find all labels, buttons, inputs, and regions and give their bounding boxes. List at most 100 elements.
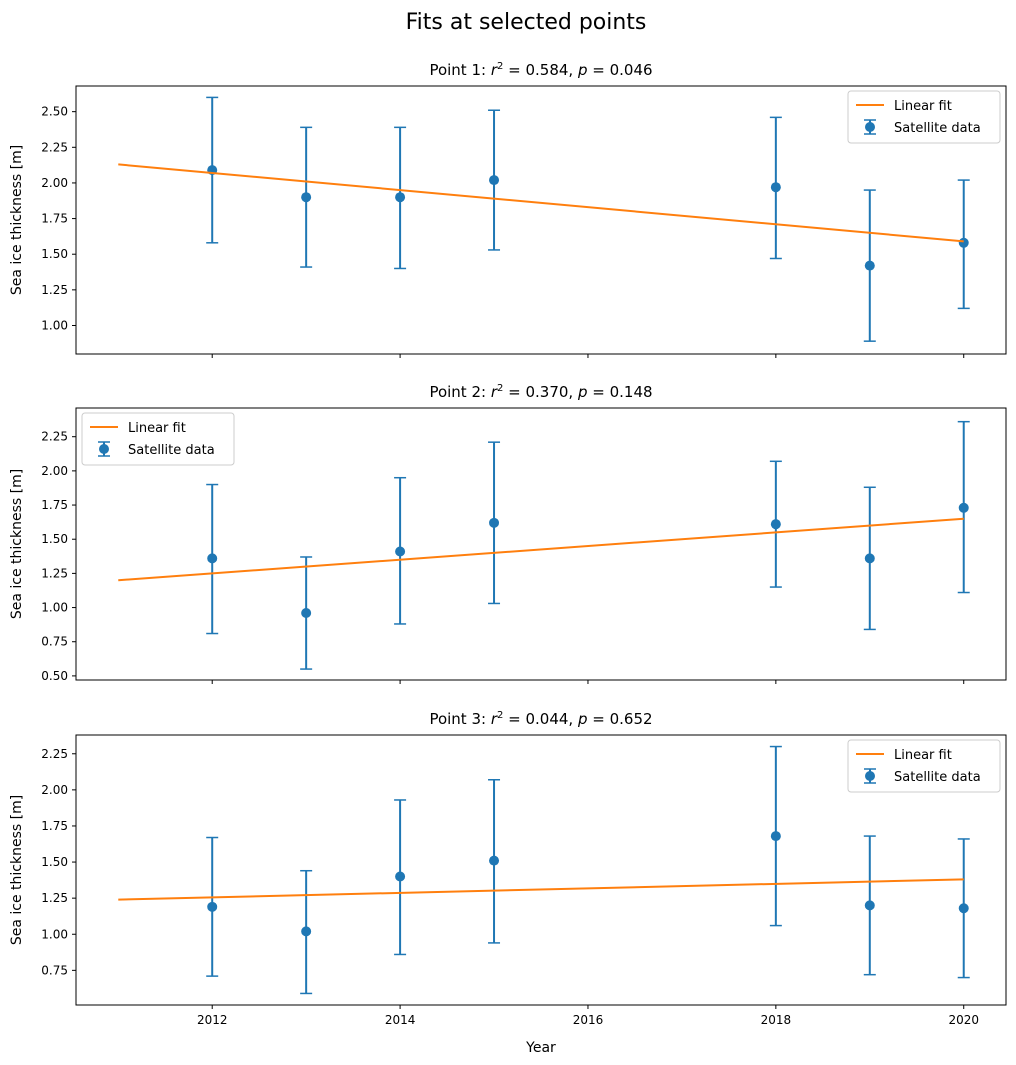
title-prefix: Point 3: (429, 710, 490, 728)
panels: Point 1: r2 = 0.584, p = 0.0461.001.251.… (9, 61, 1007, 1056)
legend-label-linear-fit: Linear fit (128, 421, 186, 436)
data-point (864, 900, 875, 911)
y-tick-label: 1.50 (41, 532, 68, 546)
x-tick-label: 2018 (761, 1013, 792, 1027)
legend-box (847, 739, 1001, 793)
data-point (301, 926, 312, 937)
axes-frame (75, 85, 1007, 355)
y-tick-label: 0.50 (41, 669, 68, 683)
data-point (770, 519, 781, 530)
title-r2-exp: 2 (497, 710, 503, 721)
title-p-text: = 0.652 (588, 710, 653, 728)
legend-label-satellite-data: Satellite data (128, 443, 215, 458)
axes-frame (75, 407, 1007, 681)
figure-title: Fits at selected points (406, 10, 647, 35)
legend-marker-swatch (99, 444, 109, 454)
data-point (207, 901, 218, 912)
data-point (395, 192, 406, 203)
title-p-symbol: p (577, 710, 588, 728)
y-axis-label: Sea ice thickness [m] (9, 469, 25, 619)
y-tick-label: 2.25 (41, 430, 68, 444)
title-p-symbol: p (577, 383, 588, 401)
data-point (864, 260, 875, 271)
data-point (770, 182, 781, 193)
y-tick-label: 1.00 (41, 927, 68, 941)
legend-box (847, 90, 1001, 144)
legend-label-linear-fit: Linear fit (894, 99, 952, 114)
data-point (864, 553, 875, 564)
title-p-text: = 0.046 (588, 61, 653, 79)
data-point (301, 608, 312, 619)
y-tick-label: 1.50 (41, 247, 68, 261)
linear-fit-line (118, 517, 964, 582)
x-tick-label: 2020 (948, 1013, 979, 1027)
panel-1: Point 1: r2 = 0.584, p = 0.046 1.00 1.25 1.… (9, 61, 1007, 358)
legend: Linear fit Satellite data (847, 739, 1001, 793)
title-prefix: Point 2: (429, 383, 490, 401)
y-tick-label: 2.00 (41, 464, 68, 478)
y-tick-label: 1.75 (41, 498, 68, 512)
data-point (958, 502, 969, 513)
data-point (958, 903, 969, 914)
data-point (395, 546, 406, 557)
data-point (395, 871, 406, 882)
panel-title: Point 3: r2 = 0.044, p = 0.652 (429, 710, 652, 728)
x-tick-label: 2014 (385, 1013, 416, 1027)
data-point (958, 237, 969, 248)
title-p-symbol: p (577, 61, 588, 79)
panel-title: Point 1: r2 = 0.584, p = 0.046 (429, 61, 652, 79)
legend-label-satellite-data: Satellite data (894, 121, 981, 136)
panel-2: Point 2: r2 = 0.370, p = 0.148 0.50 0.75 1.… (9, 383, 1007, 684)
title-r2-exp: 2 (497, 61, 503, 72)
y-tick-label: 2.25 (41, 747, 68, 761)
axes-frame (75, 734, 1007, 1006)
linear-fit-line (118, 878, 964, 901)
x-axis-label: Year (525, 1040, 556, 1056)
y-tick-label: 1.00 (41, 601, 68, 615)
legend-box (81, 412, 235, 466)
y-tick-label: 0.75 (41, 963, 68, 977)
legend: Linear fit Satellite data (81, 412, 235, 466)
data-point (489, 855, 500, 866)
title-r2-text: = 0.584, (503, 61, 578, 79)
linear-fit-line (118, 163, 964, 243)
x-tick-label: 2016 (573, 1013, 604, 1027)
y-axis-label: Sea ice thickness [m] (9, 795, 25, 945)
y-tick-label: 1.50 (41, 855, 68, 869)
y-tick-label: 2.25 (41, 140, 68, 154)
y-tick-label: 1.75 (41, 819, 68, 833)
satellite-data-series (206, 420, 970, 670)
y-tick-label: 1.25 (41, 566, 68, 580)
y-tick-label: 2.00 (41, 783, 68, 797)
legend: Linear fit Satellite data (847, 90, 1001, 144)
title-r2-exp: 2 (497, 383, 503, 394)
y-axis-label: Sea ice thickness [m] (9, 145, 25, 295)
data-point (489, 175, 500, 186)
panel-3: Point 3: r2 = 0.044, p = 0.652 0.75 1.00 1.… (9, 710, 1007, 1056)
satellite-data-series (206, 96, 970, 342)
legend-marker-swatch (865, 771, 875, 781)
legend-label-satellite-data: Satellite data (894, 770, 981, 785)
title-r2-symbol: r (491, 383, 498, 401)
title-p-text: = 0.148 (588, 383, 653, 401)
title-r2-symbol: r (491, 710, 498, 728)
legend-label-linear-fit: Linear fit (894, 748, 952, 763)
y-tick-label: 1.00 (41, 318, 68, 332)
panel-title: Point 2: r2 = 0.370, p = 0.148 (429, 383, 652, 401)
legend-marker-swatch (865, 122, 875, 132)
y-tick-label: 0.75 (41, 635, 68, 649)
y-tick-label: 1.25 (41, 283, 68, 297)
data-point (301, 192, 312, 203)
satellite-data-series (206, 745, 970, 995)
title-r2-text: = 0.044, (503, 710, 578, 728)
data-point (207, 553, 218, 564)
y-tick-label: 1.75 (41, 212, 68, 226)
title-prefix: Point 1: (429, 61, 490, 79)
x-tick-label: 2012 (197, 1013, 228, 1027)
y-tick-label: 2.50 (41, 105, 68, 119)
data-point (489, 517, 500, 528)
y-tick-label: 1.25 (41, 891, 68, 905)
title-r2-text: = 0.370, (503, 383, 578, 401)
data-point (770, 831, 781, 842)
